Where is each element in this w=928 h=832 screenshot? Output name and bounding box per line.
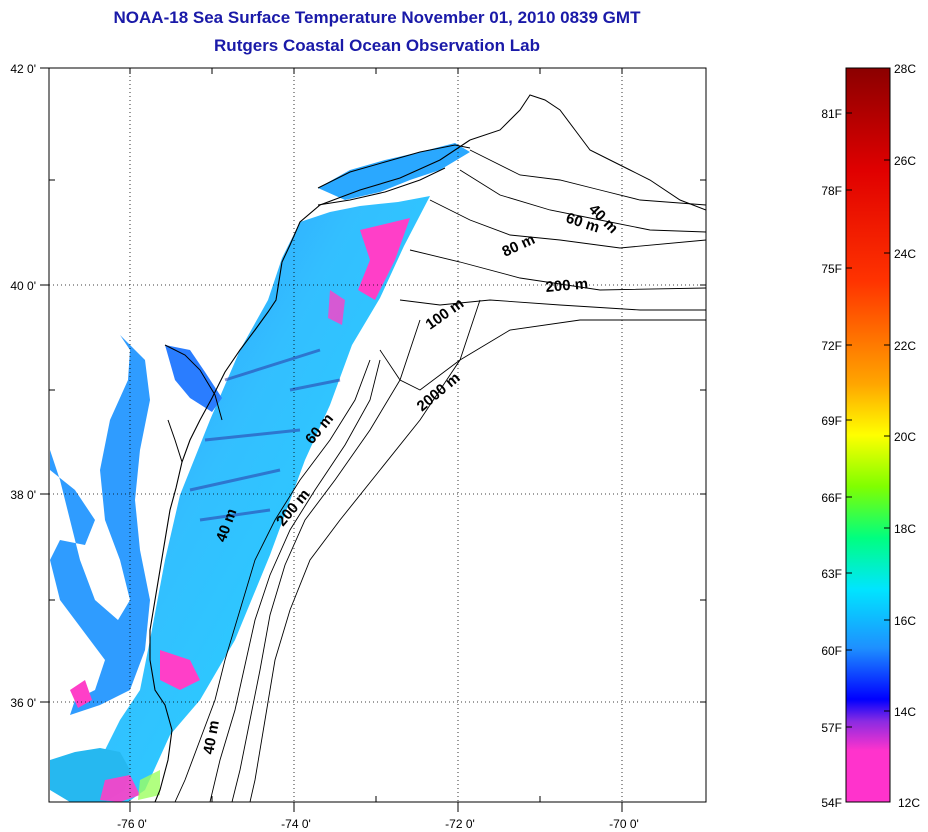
colorbar-c-label: 28C xyxy=(894,62,916,76)
map-subtitle: Rutgers Coastal Ocean Observation Lab xyxy=(214,36,540,55)
colorbar-f-label: 75F xyxy=(821,262,842,276)
colorbar-f-label: 54F xyxy=(821,796,842,810)
colorbar-c-label: 14C xyxy=(894,705,916,719)
coastline-long-island xyxy=(317,144,471,206)
colorbar-f-label: 66F xyxy=(821,491,842,505)
isobath-label: 100 m xyxy=(423,295,468,333)
sst-cool-patch xyxy=(70,680,92,708)
colorbar-f-label: 69F xyxy=(821,414,842,428)
lon-label: -70 0' xyxy=(609,817,639,831)
lat-label: 38 0' xyxy=(10,488,36,502)
sst-cool-patch xyxy=(328,290,345,325)
isobath-label: 200 m xyxy=(545,275,589,296)
lon-label: -72 0' xyxy=(445,817,475,831)
coastline-delaware xyxy=(164,344,223,463)
colorbar-f-label: 60F xyxy=(821,644,842,658)
sst-chesapeake-bay xyxy=(50,335,150,715)
sst-cool-patch xyxy=(358,218,410,300)
colorbar-c-label: 20C xyxy=(894,430,916,444)
sst-long-island-sound xyxy=(318,143,470,200)
colorbar-c-label: 16C xyxy=(894,614,916,628)
isobaths xyxy=(174,149,706,802)
colorbar-f-label: 57F xyxy=(821,721,842,735)
lon-label: -74 0' xyxy=(281,817,311,831)
colorbar-f-label: 78F xyxy=(821,184,842,198)
graticule xyxy=(49,68,706,802)
map-plot-area: 40 m 60 m 80 m 200 m 100 m 2000 m 60 m 2… xyxy=(50,94,706,802)
lon-label: -76 0' xyxy=(117,817,147,831)
sst-delaware-bay xyxy=(165,345,222,412)
colorbar-ticks xyxy=(846,112,890,728)
lat-label: 40 0' xyxy=(10,279,36,293)
sst-swath xyxy=(95,196,430,802)
colorbar-c-label: 26C xyxy=(894,154,916,168)
sst-cool-patch xyxy=(160,650,200,690)
isobath-label: 80 m xyxy=(500,231,538,261)
sst-streaks xyxy=(189,348,341,522)
colorbar-f-label: 63F xyxy=(821,567,842,581)
sst-warm-patch xyxy=(138,770,160,800)
isobath-label: 40 m xyxy=(200,719,223,756)
map-frame xyxy=(48,67,707,803)
colorbar-c-label: 24C xyxy=(894,247,916,261)
coastline-new-england xyxy=(469,94,706,211)
ticks xyxy=(40,67,706,812)
colorbar-f-label: 81F xyxy=(821,107,842,121)
coastline xyxy=(149,139,471,802)
colorbar-f-label: 72F xyxy=(821,339,842,353)
colorbar-c-label: 18C xyxy=(894,522,916,536)
map-title: NOAA-18 Sea Surface Temperature November… xyxy=(113,8,641,27)
colorbar xyxy=(845,67,891,803)
sst-cool-patch xyxy=(100,775,140,802)
lat-label: 36 0' xyxy=(10,696,36,710)
colorbar-c-label: 12C xyxy=(898,796,920,810)
lat-label: 42 0' xyxy=(10,62,36,76)
colorbar-c-label: 22C xyxy=(894,339,916,353)
